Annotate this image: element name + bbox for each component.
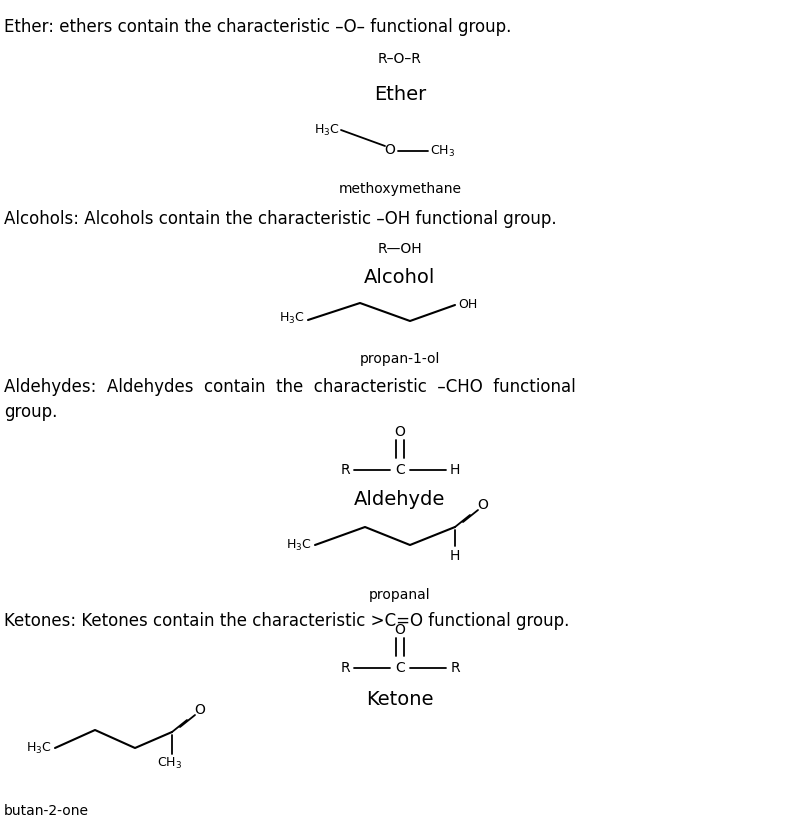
Text: Alcohols: Alcohols contain the characteristic –OH functional group.: Alcohols: Alcohols contain the character… bbox=[4, 210, 557, 228]
Text: Ether: ethers contain the characteristic –O– functional group.: Ether: ethers contain the characteristic… bbox=[4, 18, 511, 36]
Text: O: O bbox=[194, 703, 206, 717]
Text: R–O–R: R–O–R bbox=[378, 52, 422, 66]
Text: methoxymethane: methoxymethane bbox=[338, 182, 462, 196]
Text: R: R bbox=[340, 463, 350, 477]
Text: O: O bbox=[385, 143, 395, 157]
Text: O: O bbox=[394, 623, 406, 637]
Text: O: O bbox=[394, 425, 406, 439]
Text: H$_3$C: H$_3$C bbox=[26, 741, 52, 756]
Text: propan-1-ol: propan-1-ol bbox=[360, 352, 440, 366]
Text: C: C bbox=[395, 463, 405, 477]
Text: butan-2-one: butan-2-one bbox=[4, 804, 89, 818]
Text: propanal: propanal bbox=[369, 588, 431, 602]
Text: OH: OH bbox=[458, 298, 478, 311]
Text: R: R bbox=[450, 661, 460, 675]
Text: H$_3$C: H$_3$C bbox=[279, 311, 305, 326]
Text: H: H bbox=[450, 549, 460, 563]
Text: group.: group. bbox=[4, 403, 58, 421]
Text: Aldehyde: Aldehyde bbox=[354, 490, 446, 509]
Text: C: C bbox=[395, 661, 405, 675]
Text: H: H bbox=[450, 463, 460, 477]
Text: CH$_3$: CH$_3$ bbox=[158, 756, 182, 771]
Text: H$_3$C: H$_3$C bbox=[286, 538, 312, 553]
Text: R—OH: R—OH bbox=[378, 242, 422, 256]
Text: Ether: Ether bbox=[374, 85, 426, 104]
Text: R: R bbox=[340, 661, 350, 675]
Text: Aldehydes:  Aldehydes  contain  the  characteristic  –CHO  functional: Aldehydes: Aldehydes contain the charact… bbox=[4, 378, 576, 396]
Text: Ketone: Ketone bbox=[366, 690, 434, 709]
Text: CH$_3$: CH$_3$ bbox=[430, 144, 455, 159]
Text: H$_3$C: H$_3$C bbox=[314, 123, 340, 138]
Text: O: O bbox=[478, 498, 489, 512]
Text: Alcohol: Alcohol bbox=[364, 268, 436, 287]
Text: Ketones: Ketones contain the characteristic >C=O functional group.: Ketones: Ketones contain the characteris… bbox=[4, 612, 570, 630]
